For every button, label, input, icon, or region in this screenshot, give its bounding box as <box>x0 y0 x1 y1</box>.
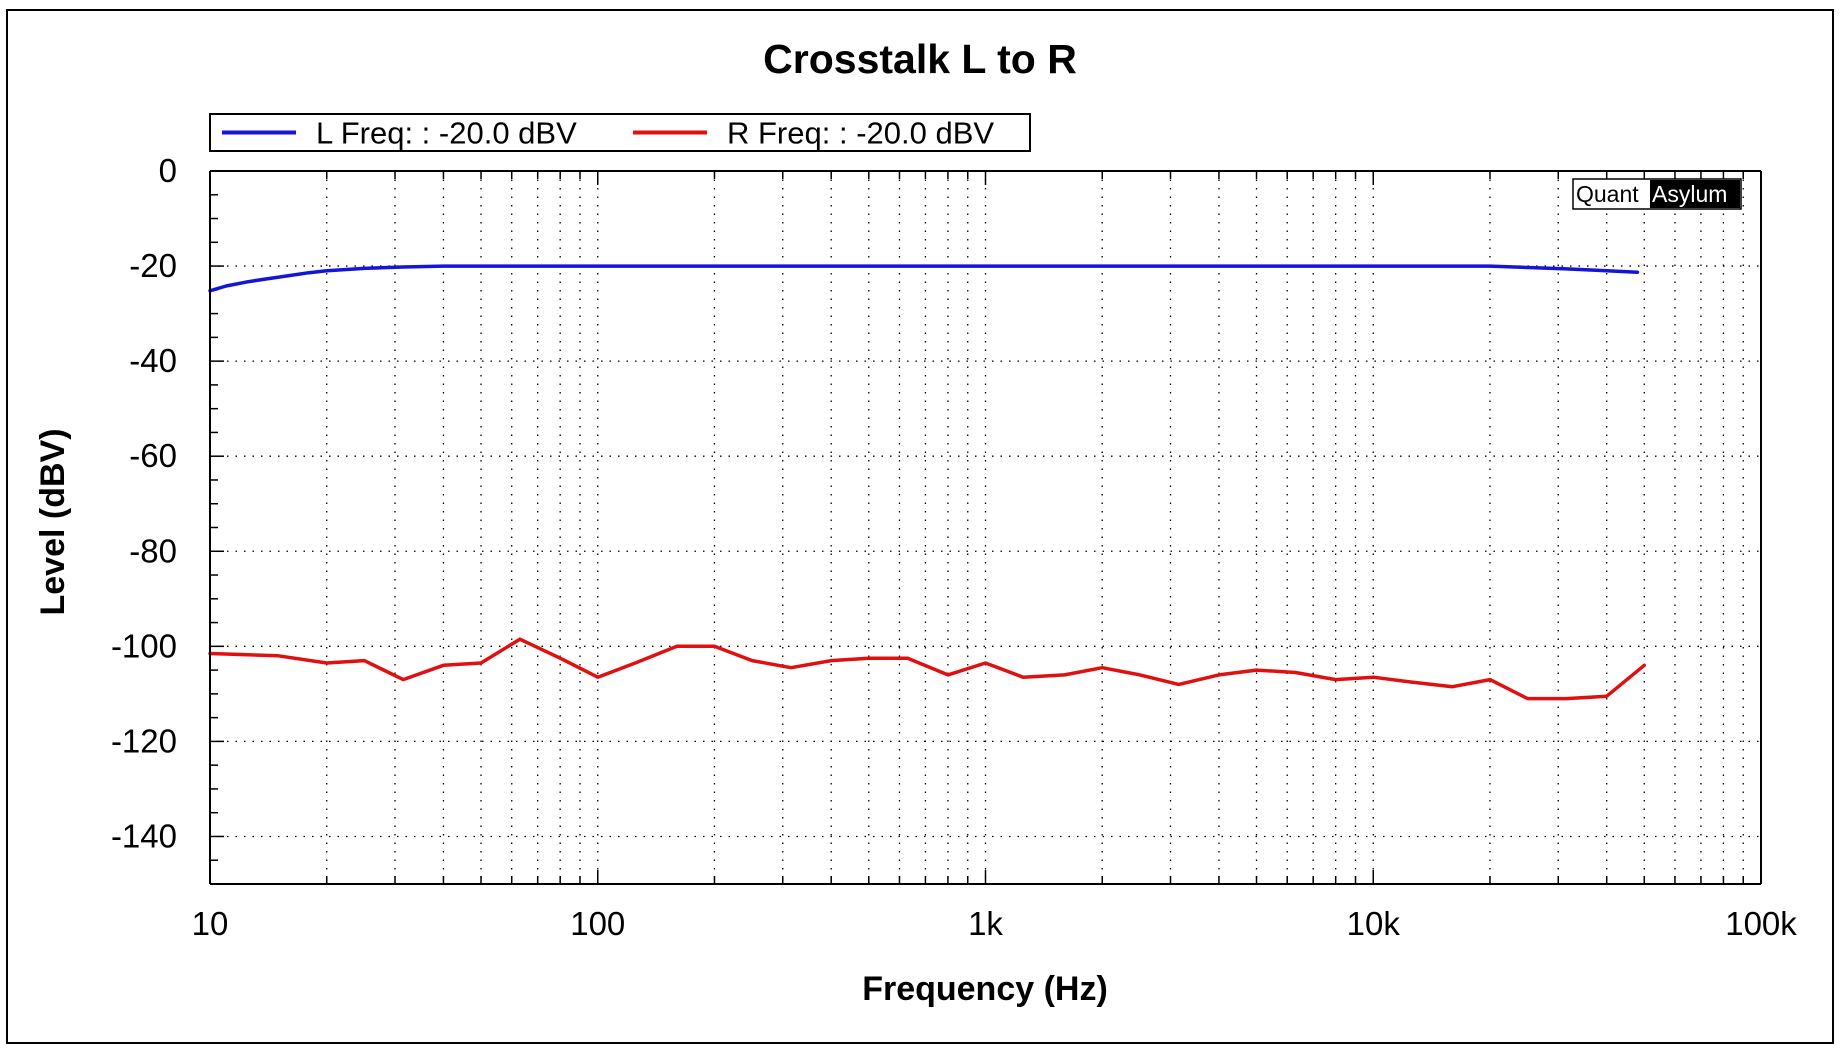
y-axis-title: Level (dBV) <box>34 428 72 615</box>
watermark-text-part2: Asylum <box>1652 181 1727 207</box>
x-tick-labels: 10 100 1k 10k 100k <box>192 905 1798 942</box>
y-tick-label: -80 <box>129 532 177 569</box>
chart-title: Crosstalk L to R <box>763 36 1077 82</box>
x-axis-title: Frequency (Hz) <box>862 970 1108 1008</box>
x-tick-label: 100 <box>570 905 625 942</box>
legend-label-l: L Freq: : -20.0 dBV <box>316 116 577 151</box>
legend-label-r: R Freq: : -20.0 dBV <box>727 116 994 151</box>
x-tick-label: 1k <box>968 905 1003 942</box>
y-tick-labels: 0 -20 -40 -60 -80 -100 -120 -140 <box>111 152 177 854</box>
axes <box>209 170 1762 885</box>
series-line-r <box>208 637 1647 701</box>
chart-frame <box>6 9 1834 1044</box>
watermark-dark-box <box>1650 180 1740 208</box>
watermark-text-part1: Quant <box>1576 181 1639 207</box>
y-tick-label: 0 <box>159 152 177 189</box>
y-tick-label: -120 <box>111 722 177 759</box>
x-tick-label: 10k <box>1347 905 1401 942</box>
x-tick-label: 100k <box>1725 905 1797 942</box>
watermark-logo: Quant Asylum <box>1572 178 1742 210</box>
y-tick-label: -20 <box>129 247 177 284</box>
series-layer <box>208 264 1647 701</box>
legend-box <box>209 113 1031 152</box>
y-tick-label: -60 <box>129 437 177 474</box>
minor-ticks <box>209 170 1745 885</box>
legend: L Freq: : -20.0 dBV R Freq: : -20.0 dBV <box>209 113 1031 152</box>
y-tick-label: -40 <box>129 342 177 379</box>
series-line-l <box>208 264 1640 293</box>
x-tick-label: 10 <box>192 905 229 942</box>
y-tick-label: -100 <box>111 627 177 664</box>
y-tick-label: -140 <box>111 817 177 854</box>
